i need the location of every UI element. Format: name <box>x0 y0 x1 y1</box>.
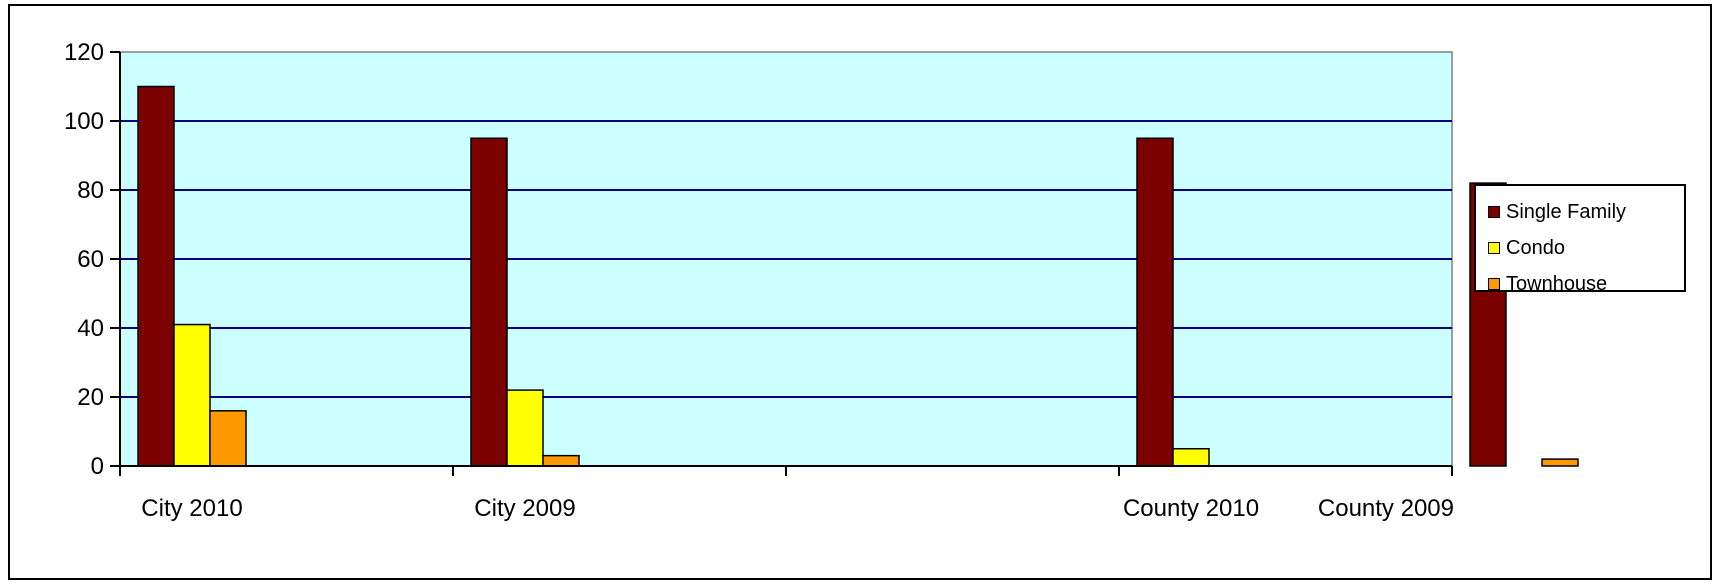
y-tick-label-40: 40 <box>77 315 104 342</box>
y-tick-labels: 0 20 40 60 80 100 120 <box>64 39 104 480</box>
y-tick-label-60: 60 <box>77 246 104 273</box>
bar-condo-city-2010 <box>173 323 211 467</box>
x-tick-labels: City 2010 City 2009 County 2010 County 2009 <box>141 495 1454 522</box>
legend: Single Family Condo Townhouse <box>1474 184 1686 295</box>
y-tick-label-80: 80 <box>77 177 104 204</box>
x-tick-label-county-2009: County 2009 <box>1318 495 1454 522</box>
bar-condo-city-2009 <box>506 389 544 467</box>
bar-townhouse-city-2009 <box>542 454 580 467</box>
legend-label-townhouse: Townhouse <box>1506 272 1608 295</box>
legend-label-condo: Condo <box>1506 236 1565 259</box>
bar-single-family-city-2010 <box>137 85 175 467</box>
legend-swatch-condo <box>1488 242 1500 254</box>
y-tick-label-20: 20 <box>77 384 104 411</box>
legend-swatch-single-family <box>1488 206 1500 218</box>
bar-townhouse-city-2010 <box>209 410 247 467</box>
legend-item-townhouse: Townhouse <box>1488 272 1607 296</box>
x-tick-label-city-2010: City 2010 <box>141 495 242 522</box>
bars <box>137 85 1579 467</box>
bar-single-family-county-2010 <box>1136 137 1174 467</box>
axes <box>110 51 1453 476</box>
x-tick-label-city-2009: City 2009 <box>474 495 575 522</box>
gridlines <box>120 120 1452 398</box>
x-tick-label-county-2010: County 2010 <box>1123 495 1259 522</box>
bar-condo-county-2010 <box>1172 448 1210 467</box>
y-tick-label-100: 100 <box>64 108 104 135</box>
y-tick-label-0: 0 <box>91 453 104 480</box>
legend-swatch-townhouse <box>1488 278 1500 290</box>
legend-item-single-family: Single Family <box>1488 200 1626 224</box>
bar-single-family-city-2009 <box>470 137 508 467</box>
legend-label-single-family: Single Family <box>1506 200 1627 223</box>
y-tick-label-120: 120 <box>64 39 104 66</box>
bar-townhouse-county-2009 <box>1541 458 1579 467</box>
legend-item-condo: Condo <box>1488 236 1565 260</box>
